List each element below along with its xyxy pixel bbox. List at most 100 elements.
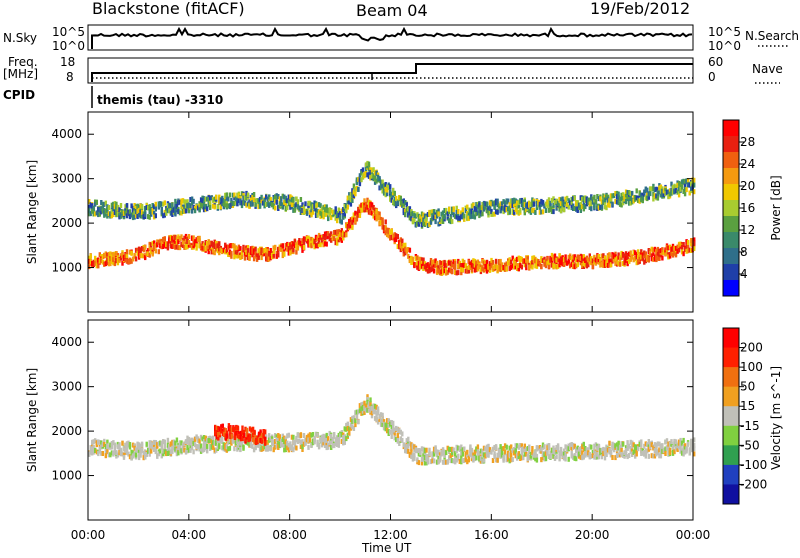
- heatmap-cell: [337, 432, 340, 438]
- heatmap-cell: [516, 204, 519, 210]
- heatmap-cell: [408, 210, 412, 216]
- heatmap-cell: [367, 401, 371, 407]
- heatmap-cell: [363, 410, 366, 415]
- heatmap-cell: [104, 200, 107, 206]
- heatmap-cell: [227, 203, 230, 209]
- heatmap-cell: [464, 453, 467, 459]
- heatmap-cell: [352, 217, 356, 223]
- heatmap-cell: [529, 209, 533, 215]
- heatmap-cell: [92, 444, 95, 450]
- heatmap-cell: [431, 265, 434, 271]
- heatmap-cell: [602, 253, 605, 259]
- heatmap-cell: [523, 199, 526, 205]
- heatmap-cell: [535, 205, 539, 210]
- heatmap-cell: [502, 206, 505, 212]
- heatmap-cell: [494, 264, 498, 269]
- heatmap-cell: [594, 260, 598, 266]
- heatmap-cell: [136, 446, 139, 452]
- heatmap-cell: [593, 454, 596, 460]
- heatmap-cell: [588, 256, 591, 262]
- colorbar-tick-label: 16: [740, 201, 755, 215]
- heatmap-cell: [115, 258, 118, 264]
- heatmap-cell: [547, 202, 551, 208]
- heatmap-cell: [420, 260, 424, 266]
- heatmap-cell: [373, 175, 377, 181]
- heatmap-cell: [500, 452, 504, 458]
- heatmap-cell: [293, 439, 297, 445]
- heatmap-cell: [435, 264, 439, 270]
- heatmap-cell: [277, 435, 280, 441]
- heatmap-cell: [676, 182, 679, 188]
- heatmap-cell: [213, 244, 216, 249]
- heatmap-cell: [198, 238, 201, 244]
- heatmap-cell: [139, 448, 142, 454]
- heatmap-cell: [693, 241, 696, 247]
- heatmap-cell: [561, 199, 564, 205]
- heatmap-cell: [207, 240, 210, 246]
- heatmap-cell: [656, 246, 660, 252]
- heatmap-cell: [671, 246, 675, 252]
- heatmap-cell: [680, 179, 684, 185]
- heatmap-cell: [160, 244, 163, 250]
- heatmap-cell: [89, 202, 92, 208]
- heatmap-cell: [585, 447, 588, 453]
- heatmap-cell: [513, 199, 516, 205]
- heatmap-cell: [336, 212, 339, 217]
- heatmap-cell: [441, 219, 445, 224]
- heatmap-cell: [307, 238, 310, 244]
- heatmap-cell: [461, 451, 464, 457]
- heatmap-cell: [582, 261, 585, 267]
- heatmap-cell: [635, 252, 638, 258]
- heatmap-cell: [246, 251, 250, 257]
- heatmap-cell: [422, 453, 425, 459]
- heatmap-cell: [508, 266, 511, 272]
- heatmap-cell: [148, 204, 151, 210]
- heatmap-cell: [653, 256, 657, 262]
- heatmap-cell: [348, 426, 351, 432]
- heatmap-cell: [540, 209, 543, 215]
- heatmap-cell: [307, 242, 310, 248]
- heatmap-cell: [653, 453, 657, 459]
- heatmap-cell: [218, 430, 221, 436]
- heatmap-cell: [670, 246, 673, 252]
- heatmap-cell: [274, 245, 277, 251]
- heatmap-cell: [496, 198, 499, 204]
- heatmap-cell: [375, 170, 378, 176]
- heatmap-cell: [307, 444, 310, 450]
- heatmap-cell: [484, 260, 487, 266]
- heatmap-cell: [500, 446, 504, 452]
- heatmap-cell: [575, 206, 578, 212]
- heatmap-cell: [160, 453, 163, 459]
- heatmap-cell: [145, 251, 148, 257]
- heatmap-cell: [620, 202, 623, 208]
- heatmap-cell: [429, 267, 433, 273]
- heatmap-cell: [137, 204, 141, 210]
- heatmap-cell: [670, 439, 673, 445]
- heatmap-cell: [693, 246, 696, 251]
- heatmap-cell: [378, 220, 381, 226]
- heatmap-cell: [485, 444, 489, 450]
- heatmap-cell: [286, 433, 289, 439]
- heatmap-cell: [162, 439, 165, 444]
- heatmap-cell: [510, 444, 513, 450]
- heatmap-cell: [526, 446, 529, 451]
- heatmap-cell: [187, 208, 191, 214]
- heatmap-cell: [337, 209, 340, 215]
- heatmap-cell: [668, 253, 672, 259]
- heatmap-cell: [547, 454, 551, 460]
- colorbar-tick-label: 12: [740, 223, 755, 237]
- heatmap-cell: [163, 241, 166, 247]
- heatmap-cell: [154, 440, 157, 445]
- heatmap-cell: [375, 404, 378, 410]
- colorbar-swatch: [723, 216, 739, 233]
- heatmap-cell: [328, 440, 331, 446]
- heatmap-cell: [423, 447, 427, 453]
- heatmap-cell: [313, 244, 316, 250]
- heatmap-cell: [240, 250, 244, 256]
- heatmap-cell: [131, 256, 135, 262]
- heatmap-cell: [528, 444, 531, 450]
- heatmap-cell: [647, 255, 650, 261]
- heatmap-cell: [470, 267, 474, 273]
- heatmap-cell: [225, 203, 228, 209]
- heatmap-cell: [522, 202, 525, 208]
